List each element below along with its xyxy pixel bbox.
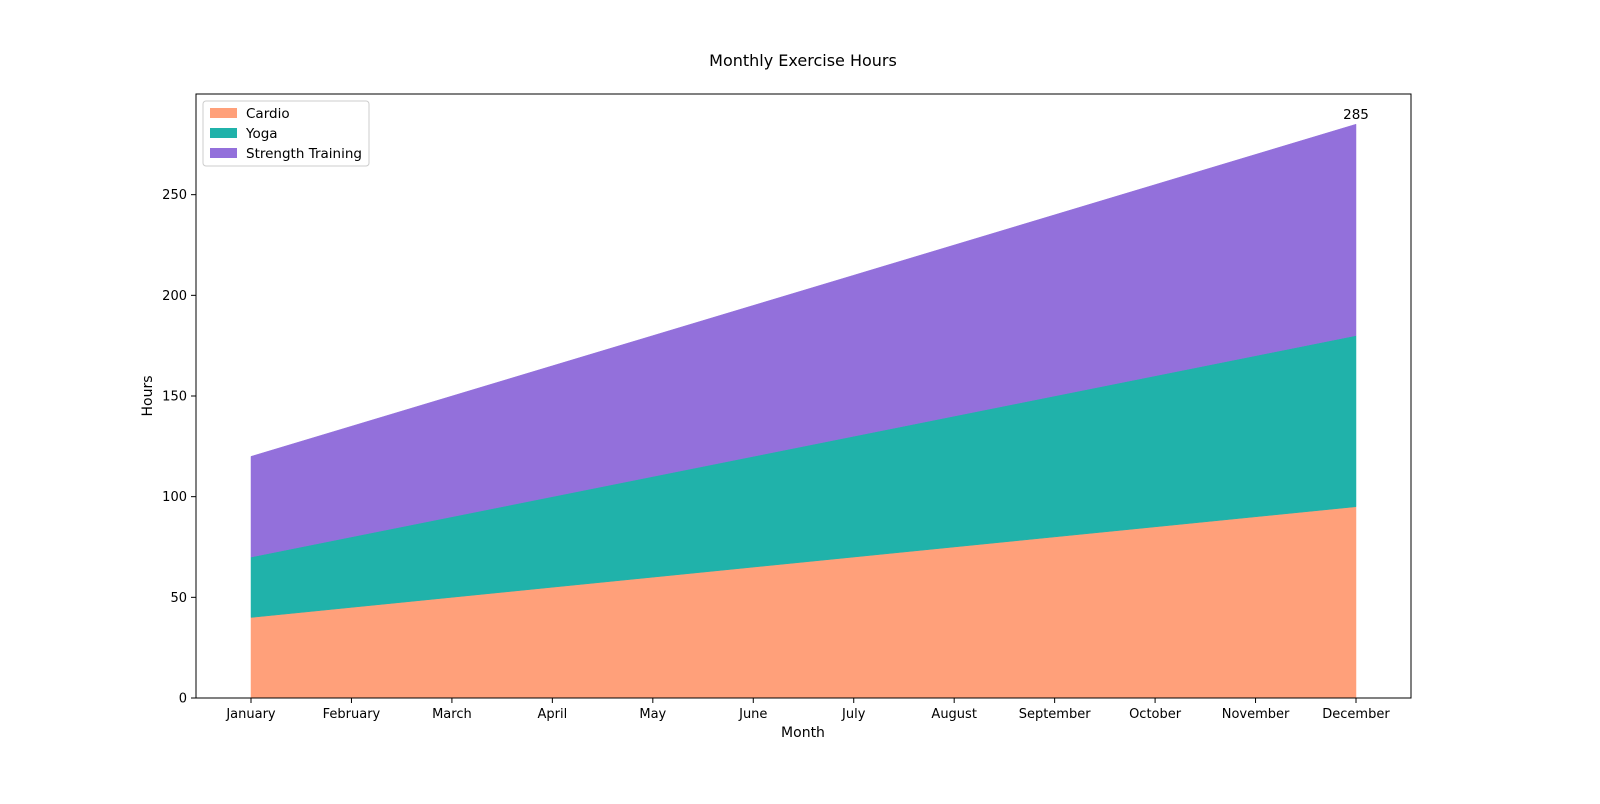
x-tick-label: July bbox=[841, 707, 866, 722]
chart-title: Monthly Exercise Hours bbox=[709, 51, 897, 70]
legend: Cardio Yoga Strength Training bbox=[202, 100, 370, 167]
area-layers bbox=[250, 123, 1357, 699]
legend-swatch-strength-training bbox=[210, 148, 237, 158]
legend-swatch-cardio bbox=[210, 108, 237, 118]
x-axis: January February March April May June July Augu… bbox=[225, 698, 1390, 722]
x-axis-label: Month bbox=[781, 725, 825, 741]
legend-box bbox=[202, 100, 370, 167]
legend-label-cardio: Cardio bbox=[246, 106, 290, 122]
x-tick-label: January bbox=[225, 707, 276, 722]
x-tick-label: August bbox=[931, 707, 977, 722]
y-tick-label: 200 bbox=[162, 289, 187, 304]
x-tick-label: October bbox=[1129, 707, 1182, 722]
x-tick-label: December bbox=[1322, 707, 1390, 722]
x-tick-label: April bbox=[538, 707, 568, 722]
data-label: 285 bbox=[1343, 107, 1369, 123]
y-tick-label: 0 bbox=[179, 692, 187, 707]
annotations: 285 bbox=[1343, 107, 1369, 123]
x-tick-label: November bbox=[1222, 707, 1290, 722]
y-tick-label: 150 bbox=[162, 390, 187, 405]
y-tick-label: 250 bbox=[162, 188, 187, 203]
area-strength-training bbox=[250, 123, 1357, 558]
x-tick-label: September bbox=[1019, 707, 1092, 722]
y-tick-label: 100 bbox=[162, 490, 187, 505]
x-tick-label: June bbox=[738, 707, 767, 722]
legend-label-strength-training: Strength Training bbox=[246, 146, 362, 162]
y-tick-label: 50 bbox=[170, 591, 187, 606]
y-axis-label: Hours bbox=[140, 375, 156, 416]
x-tick-label: May bbox=[639, 707, 666, 722]
y-axis: 0 50 100 150 200 250 bbox=[162, 188, 196, 707]
x-tick-label: March bbox=[432, 707, 472, 722]
x-tick-label: February bbox=[323, 707, 381, 722]
legend-label-yoga: Yoga bbox=[245, 126, 278, 142]
legend-swatch-yoga bbox=[210, 128, 237, 138]
